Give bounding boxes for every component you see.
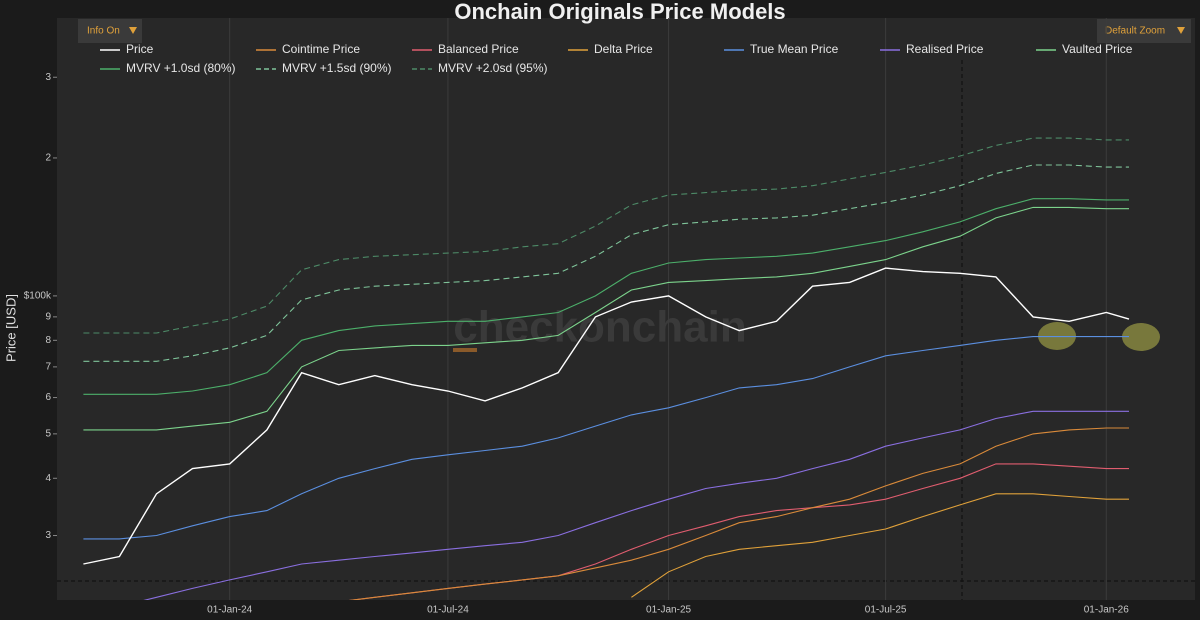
series-line xyxy=(143,410,1129,600)
legend-label: Vaulted Price xyxy=(1062,42,1133,56)
x-tick-label: 01-Jan-25 xyxy=(646,605,691,616)
x-tick-label: 01-Jan-26 xyxy=(1084,605,1129,616)
legend-label: MVRV +2.0sd (95%) xyxy=(438,61,548,75)
legend-label: MVRV +1.5sd (90%) xyxy=(282,61,392,75)
legend-label: MVRV +1.0sd (80%) xyxy=(126,61,236,75)
series-line xyxy=(83,206,1129,431)
watermark: checkonchain xyxy=(453,303,746,352)
marker xyxy=(453,348,477,352)
legend-label: Price xyxy=(126,42,154,56)
y-tick-label: 8 xyxy=(45,335,51,346)
series-line xyxy=(83,267,1130,565)
y-tick-label: 5 xyxy=(45,429,51,440)
highlight xyxy=(1038,322,1076,350)
series-line xyxy=(631,493,1129,598)
highlight xyxy=(1122,323,1160,351)
y-axis-label: Price [USD] xyxy=(3,294,18,362)
y-tick-label: $100k xyxy=(24,291,52,302)
series-line xyxy=(83,137,1129,334)
y-tick-label: 3 xyxy=(45,530,51,541)
series-line xyxy=(348,427,1129,600)
x-tick-label: 01-Jul-25 xyxy=(865,605,907,616)
legend-label: Realised Price xyxy=(906,42,984,56)
series-line xyxy=(83,198,1129,395)
y-tick-label: 7 xyxy=(45,362,51,373)
info-button[interactable]: Info On xyxy=(78,19,142,43)
button-label: Default Zoom xyxy=(1105,26,1165,37)
x-tick-label: 01-Jan-24 xyxy=(207,605,252,616)
legend-label: Cointime Price xyxy=(282,42,360,56)
button-bg xyxy=(1097,19,1191,43)
dropdown-arrow xyxy=(129,27,137,34)
legend-label: Delta Price xyxy=(594,42,653,56)
dropdown-arrow xyxy=(1177,27,1185,34)
y-tick-label: 9 xyxy=(45,312,51,323)
y-tick-label: 2 xyxy=(45,153,51,164)
legend-label: True Mean Price xyxy=(750,42,839,56)
zoom-button[interactable]: Default Zoom xyxy=(1097,19,1191,43)
series-lines xyxy=(83,137,1130,600)
x-tick-label: 01-Jul-24 xyxy=(427,605,469,616)
plot-area xyxy=(57,18,1195,600)
chart-title: Onchain Originals Price Models xyxy=(454,0,785,24)
series-line xyxy=(83,336,1129,540)
y-tick-label: 4 xyxy=(45,473,51,484)
legend-label: Balanced Price xyxy=(438,42,519,56)
button-label: Info On xyxy=(87,26,120,37)
series-line xyxy=(83,164,1129,362)
y-tick-label: 6 xyxy=(45,392,51,403)
y-tick-label: 3 xyxy=(45,72,51,83)
